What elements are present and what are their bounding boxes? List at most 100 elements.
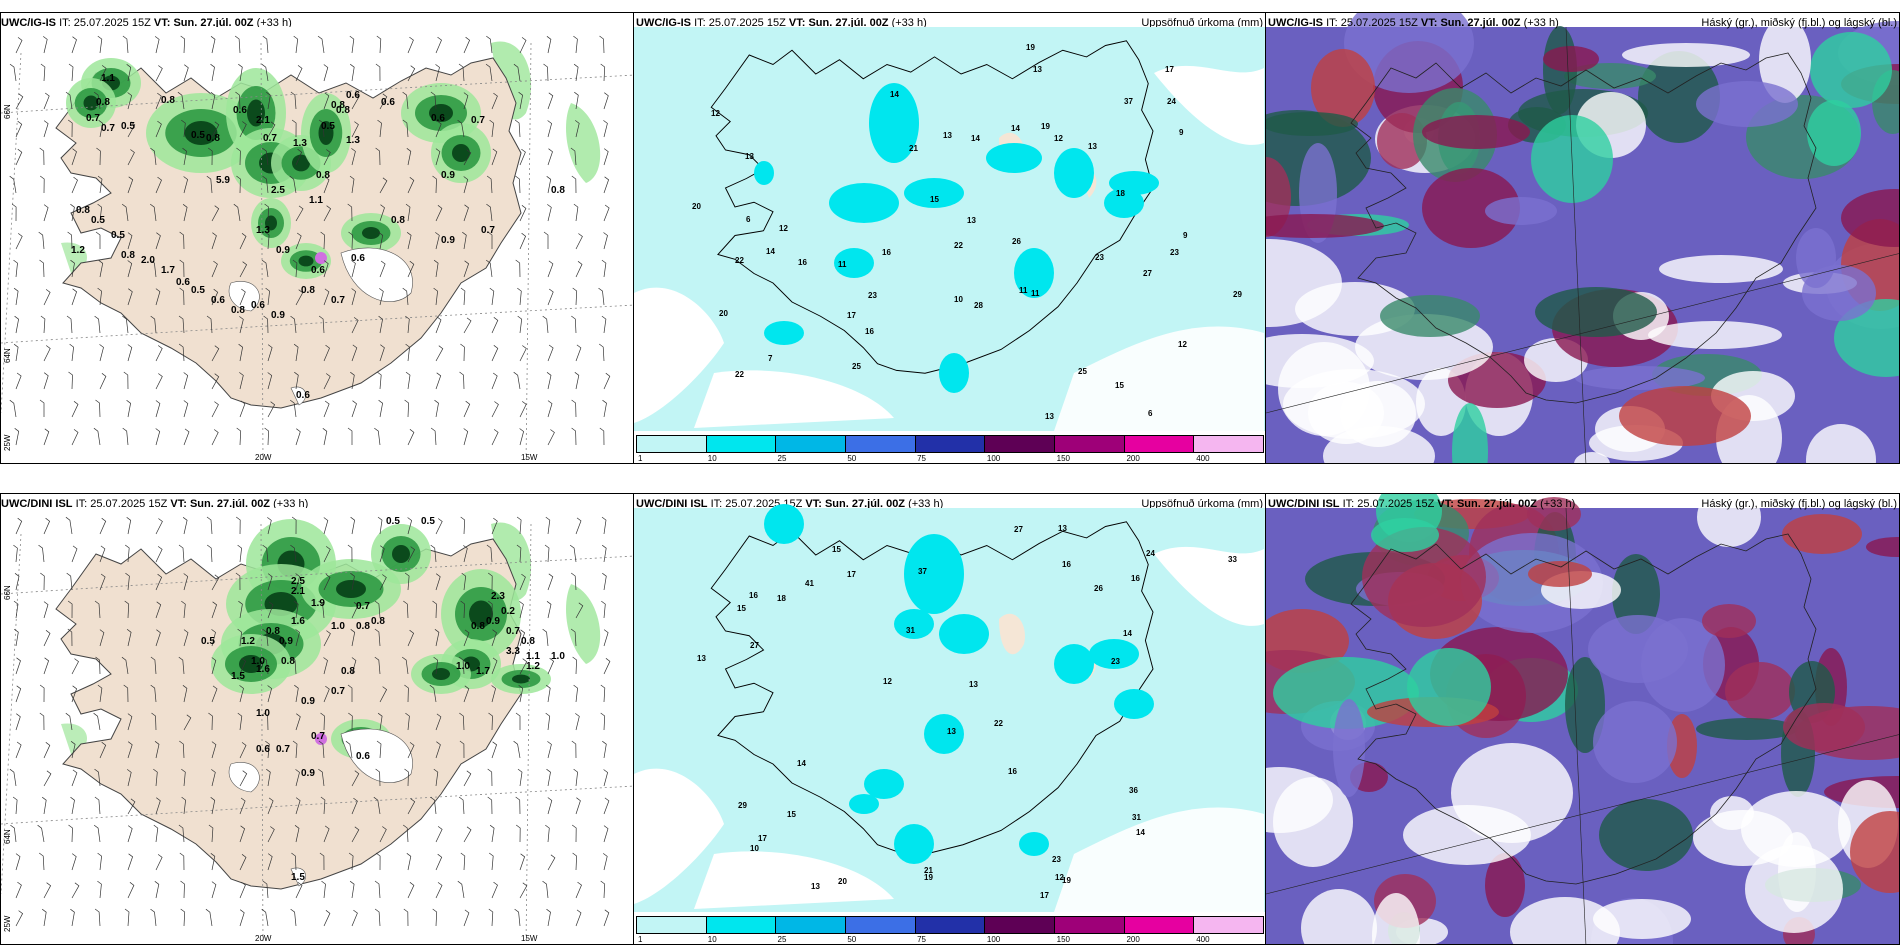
- value-label: 0.6: [176, 277, 190, 288]
- wind-barb: [15, 685, 22, 703]
- value-label: 1.0: [551, 651, 565, 662]
- wind-barb: [489, 287, 495, 306]
- wind-barb: [519, 882, 528, 899]
- wind-barb: [40, 315, 46, 334]
- colorbar-swatch: [776, 436, 847, 452]
- precip-cell: [894, 609, 934, 639]
- value-label: 0.9: [271, 310, 285, 321]
- wind-barb: [463, 260, 470, 278]
- wind-barb: [547, 573, 554, 591]
- wind-barb: [183, 400, 189, 418]
- wind-barb: [547, 260, 554, 278]
- wind-barb: [95, 656, 101, 675]
- wind-barb: [486, 203, 493, 222]
- wind-barb: [407, 742, 415, 759]
- cloud-patch: [1333, 699, 1365, 797]
- wind-barb: [374, 880, 381, 899]
- panel-title: UWC/DINI ISL IT: 25.07.2025 15Z VT: Sun.…: [1, 498, 309, 510]
- wind-barb: [262, 147, 269, 166]
- wind-barb: [435, 345, 444, 362]
- value-label: 0.6: [381, 97, 395, 108]
- wind-barb: [463, 317, 472, 334]
- wind-barb: [239, 261, 248, 278]
- precip-cell: [764, 321, 804, 345]
- wind-barb: [43, 345, 51, 362]
- colorbar-swatch: [1124, 436, 1195, 452]
- colorbar-label: 10: [707, 454, 717, 463]
- dry-land: [999, 613, 1025, 655]
- wind-barb: [155, 288, 161, 306]
- colorbar-label: 1: [638, 935, 643, 944]
- wind-barb: [603, 372, 611, 390]
- wind-barb: [491, 629, 497, 647]
- wind-barb: [155, 797, 161, 815]
- value-label: 0.7: [331, 686, 345, 697]
- panel-right-title: Uppsöfnuð úrkoma (mm): [1141, 498, 1263, 510]
- wind-barb: [491, 148, 498, 166]
- precip-cell: [754, 161, 774, 185]
- wind-barb: [291, 119, 297, 138]
- wind-barb: [515, 175, 521, 194]
- wind-barb: [323, 373, 331, 390]
- wind-barb: [404, 684, 409, 703]
- cloud-patch: [1543, 46, 1599, 72]
- wind-barb: [237, 544, 242, 563]
- wind-barb: [575, 909, 582, 927]
- wind-barb: [319, 852, 325, 871]
- value-label: 13: [1045, 412, 1054, 421]
- value-label: 3.3: [506, 646, 520, 657]
- colorbar-label: 200: [1126, 454, 1140, 463]
- wind-barb: [543, 63, 549, 82]
- value-label: 1.1: [526, 651, 540, 662]
- wind-barb: [458, 63, 465, 82]
- value-label: 1.5: [231, 671, 245, 682]
- wind-barb: [239, 881, 246, 899]
- wind-barb: [463, 204, 469, 222]
- wind-barb: [518, 685, 524, 703]
- wind-barb: [349, 175, 355, 194]
- wind-barb: [39, 175, 45, 194]
- wind-barb: [488, 712, 493, 731]
- wind-barb: [66, 572, 73, 591]
- wind-barb: [127, 344, 133, 362]
- wind-barb: [179, 259, 185, 278]
- cloud-patch: [1510, 897, 1620, 944]
- wind-barb: [491, 685, 496, 703]
- wind-barb: [407, 260, 415, 278]
- wind-barb: [181, 796, 186, 815]
- precip-cell: [1019, 832, 1049, 856]
- wind-barb: [262, 628, 269, 647]
- wind-barb: [153, 768, 158, 787]
- wind-barb: [323, 574, 331, 591]
- value-label: 1.1: [101, 73, 115, 84]
- wind-barb: [71, 853, 77, 871]
- wind-barb: [603, 909, 610, 927]
- value-label: 2.1: [256, 115, 270, 126]
- wind-barb: [150, 684, 157, 703]
- colorbar-label: 400: [1196, 454, 1210, 463]
- wind-barb: [458, 796, 465, 815]
- wind-barb: [127, 853, 134, 871]
- wind-barb: [12, 796, 18, 815]
- cloud-patch: [1528, 561, 1592, 587]
- value-label: 20: [719, 309, 728, 318]
- wind-barb: [180, 908, 186, 927]
- wind-barb: [15, 657, 21, 675]
- wind-barb: [601, 259, 607, 278]
- wind-barb: [267, 826, 275, 843]
- wind-barb: [206, 516, 213, 535]
- wind-barb: [262, 656, 269, 675]
- value-label: 20: [692, 202, 701, 211]
- wind-barb: [407, 882, 415, 899]
- wind-barb: [514, 119, 521, 138]
- cloud-patch: [1273, 777, 1353, 867]
- wind-barb: [94, 908, 101, 927]
- wind-barb: [97, 880, 102, 899]
- wind-barb: [317, 35, 325, 54]
- wind-barb: [435, 120, 442, 138]
- wind-barb: [323, 657, 328, 675]
- wind-barb: [155, 345, 163, 362]
- wind-barb: [97, 287, 102, 306]
- value-label: 1.6: [291, 616, 305, 627]
- wind-barb: [211, 629, 216, 647]
